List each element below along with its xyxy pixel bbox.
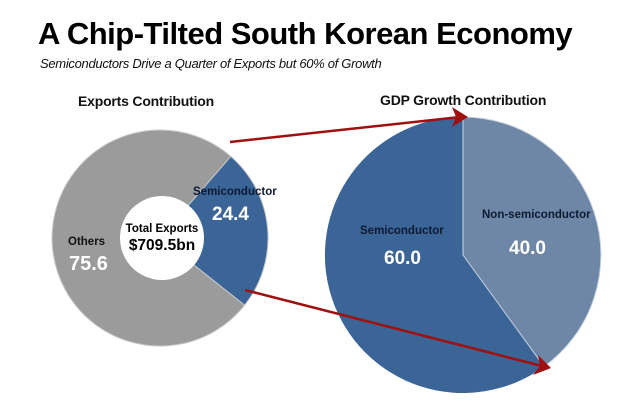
connector-arrows xyxy=(229,107,551,375)
gdp-pie xyxy=(324,116,602,394)
semi-export-value: 24.4 xyxy=(212,204,249,225)
gdp-chart-title: GDP Growth Contribution xyxy=(380,92,547,108)
gdp-semi-label: Semiconductor xyxy=(360,225,444,237)
chart-subtitle: Semiconductors Drive a Quarter of Export… xyxy=(40,56,382,71)
others-value: 75.6 xyxy=(69,253,108,275)
gdp-non-value: 40.0 xyxy=(509,238,546,259)
center-label-line2: $709.5bn xyxy=(129,237,195,254)
center-label-line1: Total Exports xyxy=(126,223,199,235)
arrowhead-top xyxy=(452,107,468,127)
others-label: Others xyxy=(68,236,105,248)
exports-chart-title: Exports Contribution xyxy=(78,93,214,109)
gdp-non-label: Non-semiconductor xyxy=(482,209,591,221)
gdp-semi-value: 60.0 xyxy=(384,248,421,269)
pie-slice-non-semiconductor xyxy=(462,116,602,368)
arrowhead-bottom xyxy=(533,355,551,375)
semi-export-label: Semiconductor xyxy=(193,186,277,198)
chart-title: A Chip-Tilted South Korean Economy xyxy=(38,16,573,51)
donut-hole xyxy=(120,196,204,280)
